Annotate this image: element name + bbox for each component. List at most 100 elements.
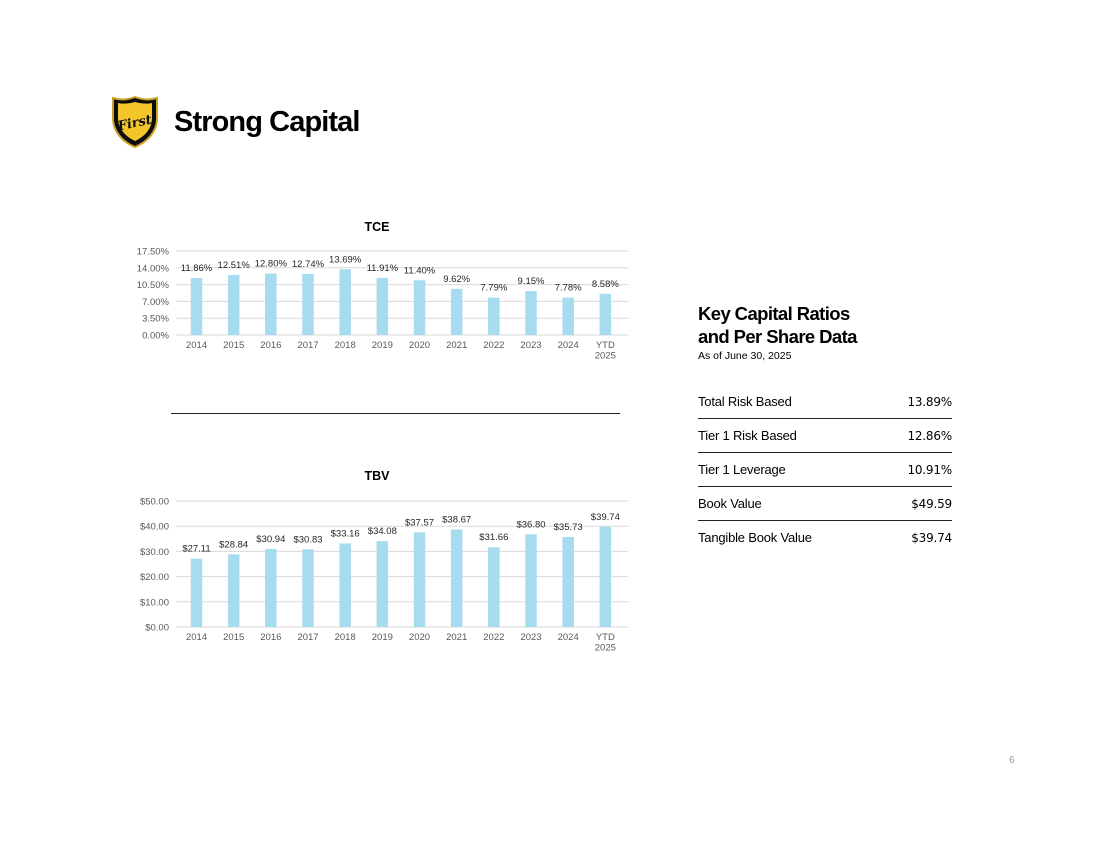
ratio-row-total-risk-based: Total Risk Based 13.89% [698, 385, 952, 419]
bar [488, 547, 500, 627]
x-tick-label: 2021 [446, 340, 467, 351]
panel-title-line1: Key Capital Ratios [698, 303, 850, 324]
panel-title-line2: and Per Share Data [698, 326, 857, 347]
bar [488, 297, 500, 335]
data-label: 9.62% [443, 274, 470, 285]
y-tick-label: 14.00% [137, 263, 170, 274]
data-label: 8.58% [592, 279, 619, 290]
x-tick-label: 2022 [483, 632, 504, 643]
bar [450, 529, 463, 627]
bar [227, 554, 240, 627]
y-tick-label: 17.50% [137, 247, 170, 258]
ratio-label: Tier 1 Leverage [698, 462, 786, 477]
x-tick-label: 2016 [260, 340, 281, 351]
data-label: 11.91% [367, 263, 399, 274]
ratio-value: 10.91% [907, 462, 952, 477]
x-tick-label: 2023 [520, 632, 541, 643]
y-tick-label: $50.00 [140, 497, 169, 508]
x-tick-label: 2024 [558, 340, 579, 351]
ratio-value: $49.59 [911, 496, 952, 511]
x-tick-label: 2019 [372, 632, 393, 643]
y-tick-label: $10.00 [140, 597, 169, 608]
ratio-value: $39.74 [911, 530, 952, 545]
data-label: $30.83 [293, 534, 322, 545]
logo-text: First [116, 113, 154, 135]
x-tick-label: 2016 [260, 632, 281, 643]
data-label: $28.84 [219, 539, 248, 550]
first-bank-logo: First [112, 96, 158, 148]
tbv-chart-svg: TBV $0.00 $10.00 $20.00 $30.00 $40.00 $50.00 $2… [140, 469, 628, 654]
y-tick-label: $0.00 [145, 623, 169, 634]
bar [265, 549, 277, 627]
panel-title: Key Capital Ratios and Per Share Data [698, 302, 952, 348]
x-tick-label: 2019 [372, 340, 393, 351]
data-label: $37.57 [405, 517, 434, 528]
x-tick-label: 2018 [335, 632, 356, 643]
chart-title: TBV [365, 469, 391, 483]
section-divider [171, 413, 620, 414]
data-label: 9.15% [518, 276, 545, 287]
bar [525, 534, 537, 627]
ratio-label: Total Risk Based [698, 394, 792, 409]
x-tick-label: 2023 [520, 340, 541, 351]
bar [190, 278, 203, 335]
data-label: $31.66 [479, 532, 508, 543]
x-tick-label: YTD [596, 340, 615, 351]
bar [413, 532, 426, 627]
x-tick-label: 2015 [223, 632, 244, 643]
data-label: 11.86% [181, 263, 213, 274]
data-label: 11.40% [404, 265, 436, 276]
data-label: 12.74% [292, 259, 325, 270]
data-label: 7.79% [480, 283, 507, 294]
bar [265, 273, 277, 335]
y-tick-label: 7.00% [142, 297, 169, 308]
bar [227, 274, 240, 335]
panel-subtitle: As of June 30, 2025 [698, 350, 792, 362]
data-label: $39.74 [591, 512, 620, 523]
x-tick-label: 2018 [335, 340, 356, 351]
ratio-value: 12.86% [907, 428, 952, 443]
y-tick-label: 0.00% [142, 331, 169, 342]
ratio-label: Tangible Book Value [698, 530, 812, 545]
key-capital-ratios-panel: Key Capital Ratios and Per Share Data As… [698, 302, 952, 554]
ratio-row-book-value: Book Value $49.59 [698, 487, 952, 521]
bar [599, 526, 612, 627]
bar [339, 543, 351, 627]
bar [413, 280, 426, 335]
bar [562, 297, 574, 335]
data-label: $34.08 [368, 526, 397, 537]
tce-chart: TCE 0.00% 3.50% 7.00% 10.50% 14.00% 17.50% 11.8… [130, 215, 630, 365]
x-tick-label: 2017 [297, 340, 318, 351]
y-tick-label: 10.50% [137, 280, 170, 291]
ratio-list: Total Risk Based 13.89% Tier 1 Risk Base… [698, 385, 952, 554]
data-label: $35.73 [554, 522, 583, 533]
x-tick-label: 2017 [297, 632, 318, 643]
data-label: $36.80 [516, 519, 545, 530]
y-tick-label: $30.00 [140, 547, 169, 558]
ratio-label: Tier 1 Risk Based [698, 428, 797, 443]
bar [302, 549, 314, 627]
x-tick-label: 2025 [595, 351, 616, 362]
bar [190, 558, 203, 627]
y-tick-label: $40.00 [140, 522, 169, 533]
x-tick-label: 2020 [409, 632, 430, 643]
x-tick-label: YTD [596, 632, 615, 643]
data-label: $27.11 [182, 544, 210, 555]
ratio-label: Book Value [698, 496, 762, 511]
tbv-chart: TBV $0.00 $10.00 $20.00 $30.00 $40.00 $50.00 $2… [130, 465, 630, 655]
bar [376, 277, 389, 335]
ratio-row-tier1-leverage: Tier 1 Leverage 10.91% [698, 453, 952, 487]
bar [562, 536, 574, 627]
data-label: 7.78% [555, 283, 582, 294]
bar [339, 269, 351, 335]
tce-chart-svg: TCE 0.00% 3.50% 7.00% 10.50% 14.00% 17.50% 11.8… [137, 220, 628, 362]
data-label: 13.69% [329, 254, 362, 265]
y-tick-label: 3.50% [142, 314, 169, 325]
bar [599, 293, 612, 335]
y-tick-label: $20.00 [140, 572, 169, 583]
bar [450, 288, 463, 335]
page-number: 6 [1009, 755, 1015, 766]
x-tick-label: 2020 [409, 340, 430, 351]
x-tick-label: 2022 [483, 340, 504, 351]
bar [302, 273, 314, 335]
